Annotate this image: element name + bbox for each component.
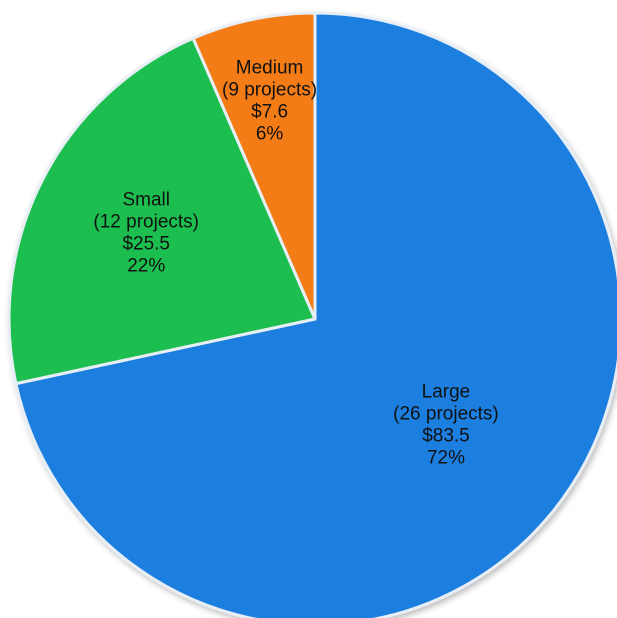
data-label-name: Small xyxy=(122,189,170,210)
data-label-projects: (26 projects) xyxy=(393,404,499,425)
data-label-value: $83.5 xyxy=(422,426,470,447)
pie-slice-small xyxy=(7,36,317,386)
pie-slice-medium xyxy=(191,11,317,321)
data-label-name: Medium xyxy=(236,57,304,78)
data-label-projects: (12 projects) xyxy=(93,211,199,232)
data-label-value: $25.5 xyxy=(122,233,170,254)
data-label-name: Large xyxy=(422,382,471,403)
data-label-percent: 6% xyxy=(256,123,284,144)
pie-slices xyxy=(7,11,617,618)
data-label-small: Small (12 projects) $25.5 22% xyxy=(93,189,199,276)
data-label-large: Large (26 projects) $83.5 72% xyxy=(393,382,499,469)
data-label-percent: 22% xyxy=(127,255,165,276)
data-label-percent: 72% xyxy=(427,448,465,469)
data-label-value: $7.6 xyxy=(251,101,288,122)
pie-labels: Large (26 projects) $83.5 72% Small (12 proje… xyxy=(93,57,498,468)
data-label-projects: (9 projects) xyxy=(222,79,317,100)
data-label-medium: Medium (9 projects) $7.6 6% xyxy=(222,57,317,144)
